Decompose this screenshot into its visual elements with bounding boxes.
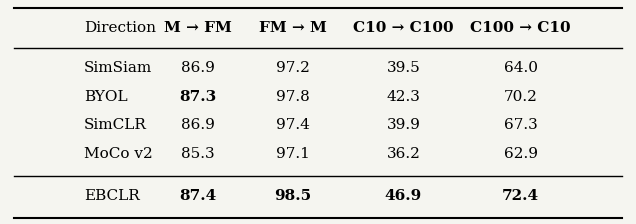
Text: 42.3: 42.3 [387,90,420,103]
Text: MoCo v2: MoCo v2 [84,147,153,161]
Text: 98.5: 98.5 [274,189,311,203]
Text: 86.9: 86.9 [181,61,214,75]
Text: SimCLR: SimCLR [84,118,146,132]
Text: 97.4: 97.4 [276,118,310,132]
Text: 86.9: 86.9 [181,118,214,132]
Text: BYOL: BYOL [84,90,127,103]
Text: 36.2: 36.2 [387,147,420,161]
Text: 97.8: 97.8 [276,90,310,103]
Text: 87.4: 87.4 [179,189,216,203]
Text: 70.2: 70.2 [504,90,537,103]
Text: 46.9: 46.9 [385,189,422,203]
Text: SimSiam: SimSiam [84,61,152,75]
Text: 97.2: 97.2 [276,61,310,75]
Text: Direction: Direction [84,21,156,35]
Text: 72.4: 72.4 [502,189,539,203]
Text: 85.3: 85.3 [181,147,214,161]
Text: C100 → C10: C100 → C10 [470,21,571,35]
Text: 97.1: 97.1 [276,147,310,161]
Text: C10 → C100: C10 → C100 [353,21,454,35]
Text: 87.3: 87.3 [179,90,216,103]
Text: 62.9: 62.9 [504,147,537,161]
Text: M → FM: M → FM [163,21,232,35]
Text: 64.0: 64.0 [504,61,537,75]
Text: 39.5: 39.5 [387,61,420,75]
Text: FM → M: FM → M [259,21,327,35]
Text: 39.9: 39.9 [387,118,420,132]
Text: 67.3: 67.3 [504,118,537,132]
Text: EBCLR: EBCLR [84,189,139,203]
